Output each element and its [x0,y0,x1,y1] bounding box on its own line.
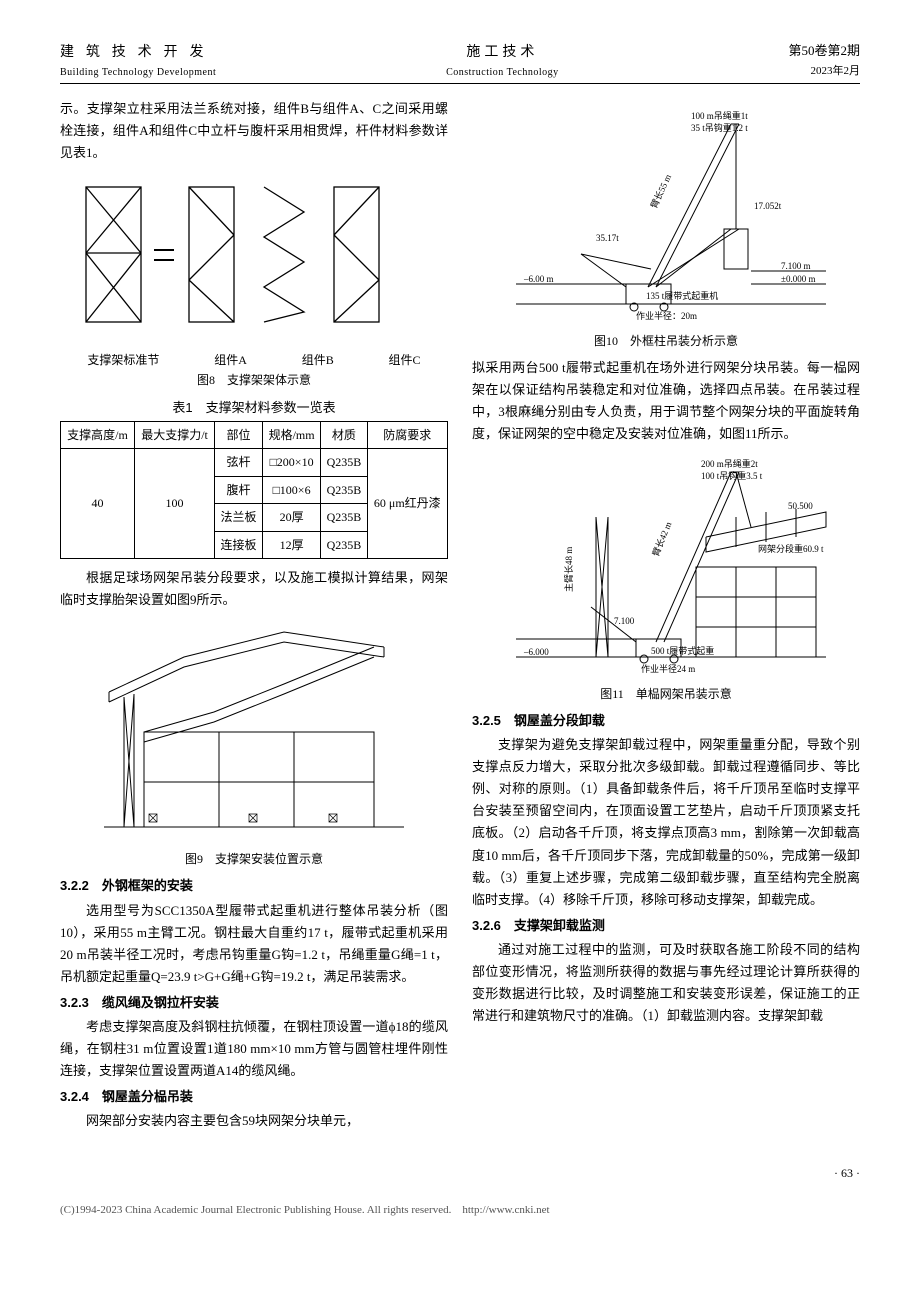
fig11-lbl-rope: 200 m吊绳重2t [701,458,758,469]
figure-9-caption: 图9 支撑架安装位置示意 [60,849,448,869]
table-1-title: 表1 支撑架材料参数一览表 [60,397,448,419]
col-h3: 规格/mm [262,421,320,448]
paragraph: 拟采用两台500 t履带式起重机在场外进行网架分块吊装。每一榀网架在以保证结构吊… [472,357,860,445]
paragraph: 通过对施工过程中的监测，可及时获取各施工阶段不同的结构部位变形情况，将监测所获得… [472,939,860,1027]
fig10-lbl-arm: 臂长55 m [648,172,673,210]
col-h2: 部位 [215,421,263,448]
fig10-lbl-weight: 17.052t [754,201,782,211]
cell-r0c0: 弦杆 [215,449,263,476]
cell-r1c1: □100×6 [262,476,320,503]
cell-r3c2: Q235B [321,531,367,558]
page-number: · 63 · [60,1163,860,1183]
fig11-lbl-arm: 臂长42 m [650,520,674,558]
fig10-lbl-self: 35.17t [596,233,619,243]
figure-9-stadium-section [60,617,448,847]
section-324-title: 3.2.4 钢屋盖分榀吊装 [60,1086,448,1108]
fig8-label-2: 组件B [302,350,334,370]
col-h5: 防腐要求 [367,421,447,448]
figure-10-caption: 图10 外框柱吊装分析示意 [472,331,860,351]
right-column: 100 m吊绳重1t 35 t吊钩重1.2 t 臂长55 m 35.17t 17… [472,98,860,1133]
cell-r1c2: Q235B [321,476,367,503]
fig11-lbl-seg: 网架分段重60.9 t [758,543,824,554]
section-323-title: 3.2.3 缆风绳及钢拉杆安装 [60,992,448,1014]
fig10-lbl-hook: 35 t吊钩重1.2 t [691,122,748,133]
cell-force: 100 [134,449,214,559]
left-column: 示。支撑架立柱采用法兰系统对接，组件B与组件A、C之间采用螺栓连接，组件A和组件… [60,98,448,1133]
cell-r2c1: 20厚 [262,504,320,531]
fig10-lbl-h0000: ±0.000 m [781,274,815,284]
fig10-lbl-hm6: –6.00 m [523,274,554,284]
cell-r1c0: 腹杆 [215,476,263,503]
fig8-label-0: 支撑架标准节 [87,350,159,370]
cell-r2c2: Q235B [321,504,367,531]
cell-r2c0: 法兰板 [215,504,263,531]
cell-anticorr: 60 μm红丹漆 [367,449,447,559]
fig8-label-1: 组件A [214,350,247,370]
figure-8-caption: 图8 支撑架架体示意 [60,370,448,390]
table-header-row: 支撑高度/m 最大支撑力/t 部位 规格/mm 材质 防腐要求 [61,421,448,448]
cell-r3c0: 连接板 [215,531,263,558]
figure-8-truss [60,170,448,350]
copyright-footer: (C)1994-2023 China Academic Journal Elec… [60,1201,860,1220]
col-h0: 支撑高度/m [61,421,135,448]
section-title-en: Construction Technology [216,64,788,81]
page-header: 建 筑 技 术 开 发 Building Technology Developm… [60,40,860,84]
cell-r3c1: 12厚 [262,531,320,558]
journal-title-cn: 建 筑 技 术 开 发 [60,40,216,64]
fig10-lbl-crane: 135 t履带式起重机 [646,290,718,301]
cell-height: 40 [61,449,135,559]
fig10-lbl-rope: 100 m吊绳重1t [691,110,748,121]
fig10-lbl-h7100: 7.100 m [781,261,811,271]
fig10-lbl-radius: 作业半径：20m [636,310,697,321]
fig11-lbl-radius: 作业半径24 m [641,663,695,674]
header-center: 施工技术 Construction Technology [216,40,788,81]
table-row: 40 100 弦杆 □200×10 Q235B 60 μm红丹漆 [61,449,448,476]
fig11-lbl-h7100: 7.100 [614,616,635,626]
paragraph-continuation: 示。支撑架立柱采用法兰系统对接，组件B与组件A、C之间采用螺栓连接，组件A和组件… [60,98,448,164]
fig8-label-3: 组件C [389,350,421,370]
fig11-lbl-boom: 主臂长48 m [563,546,574,591]
paragraph: 选用型号为SCC1350A型履带式起重机进行整体吊装分析（图10），采用55 m… [60,900,448,988]
header-left: 建 筑 技 术 开 发 Building Technology Developm… [60,40,216,81]
table-1: 支撑高度/m 最大支撑力/t 部位 规格/mm 材质 防腐要求 40 100 弦… [60,421,448,559]
cell-r0c1: □200×10 [262,449,320,476]
section-title-cn: 施工技术 [216,40,788,64]
col-h4: 材质 [321,421,367,448]
section-325-title: 3.2.5 钢屋盖分段卸载 [472,710,860,732]
figure-8-labels: 支撑架标准节 组件A 组件B 组件C [60,350,448,370]
col-h1: 最大支撑力/t [134,421,214,448]
two-column-layout: 示。支撑架立柱采用法兰系统对接，组件B与组件A、C之间采用螺栓连接，组件A和组件… [60,98,860,1133]
header-right: 第50卷第2期 2023年2月 [788,40,860,81]
fig11-lbl-hook: 100 t吊钩重3.5 t [701,470,763,481]
fig11-lbl-h50500: 50.500 [788,501,813,511]
figure-10-crane: 100 m吊绳重1t 35 t吊钩重1.2 t 臂长55 m 35.17t 17… [472,104,860,329]
volume-issue: 第50卷第2期 [788,40,860,62]
paragraph: 考虑支撑架高度及斜钢柱抗倾覆，在钢柱顶设置一道ϕ18的缆风绳，在钢柱31 m位置… [60,1016,448,1082]
section-322-title: 3.2.2 外钢框架的安装 [60,875,448,897]
paragraph: 支撑架为避免支撑架卸载过程中，网架重量重分配，导致个别支撑点反力增大，采取分批次… [472,734,860,911]
journal-title-en: Building Technology Development [60,64,216,81]
publish-date: 2023年2月 [788,62,860,81]
figure-11-caption: 图11 单榀网架吊装示意 [472,684,860,704]
section-326-title: 3.2.6 支撑架卸载监测 [472,915,860,937]
figure-11-crane: 200 m吊绳重2t 100 t吊钩重3.5 t 臂长42 m 50.500 网… [472,452,860,682]
cell-r0c2: Q235B [321,449,367,476]
paragraph: 根据足球场网架吊装分段要求，以及施工模拟计算结果，网架临时支撑胎架设置如图9所示… [60,567,448,611]
paragraph: 网架部分安装内容主要包含59块网架分块单元， [60,1110,448,1132]
fig11-lbl-crane: 500 t履带式起重 [651,645,714,656]
fig11-lbl-hm6: –6.000 [523,647,549,657]
